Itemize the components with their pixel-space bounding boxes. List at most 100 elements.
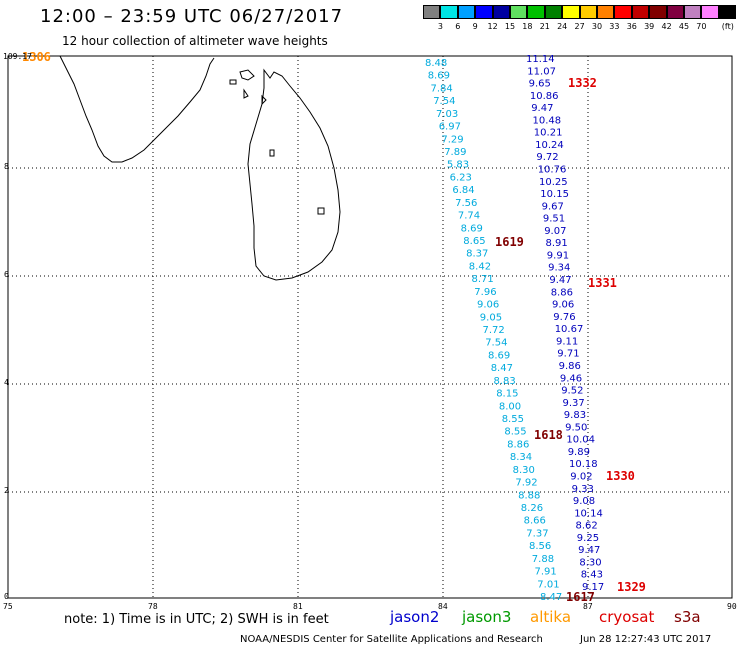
color-swatch [579, 5, 597, 19]
legend-altika: altika [530, 608, 572, 626]
coastal-islet [269, 149, 325, 215]
color-swatch [423, 5, 441, 19]
wave-height-value-jason2-track: 10.25 [539, 177, 568, 188]
wave-height-value-jason2-track: 9.67 [542, 201, 564, 212]
x-axis-label: 75 [3, 602, 13, 611]
wave-height-value-jason3-track: 8.56 [529, 541, 551, 552]
color-scale-label: 12 [487, 22, 498, 31]
wave-height-value-jason2-track: 9.76 [553, 312, 575, 323]
color-swatch [701, 5, 719, 19]
wave-height-value-jason3-track: 8.55 [502, 414, 524, 425]
color-swatch [475, 5, 493, 19]
wave-height-value-jason2-track: 9.83 [564, 410, 586, 421]
wave-height-value-jason3-track: 7.37 [526, 528, 548, 539]
pass-number-label: 1330 [606, 469, 635, 483]
color-swatch [527, 5, 545, 19]
y-axis-label: 4 [4, 378, 9, 387]
color-swatch [457, 5, 476, 19]
wave-height-value-jason3-track: 8.48 [425, 58, 447, 69]
color-swatch [631, 5, 650, 19]
color-swatch [597, 5, 615, 19]
wave-height-value-jason2-track: 10.14 [574, 508, 603, 519]
wave-height-value-jason2-track: 10.18 [569, 459, 598, 470]
y-axis-label: 2 [4, 486, 9, 495]
wave-height-value-jason3-track: 8.42 [469, 261, 491, 272]
legend-s3a: s3a [674, 608, 701, 626]
y-axis-label: 0 [4, 592, 9, 601]
x-axis-label: 87 [583, 602, 593, 611]
wave-height-value-jason2-track: 9.47 [578, 545, 600, 556]
wave-height-value-jason2-track: 9.47 [549, 275, 571, 286]
wave-height-value-jason3-track: 7.29 [441, 134, 463, 145]
color-swatch [718, 5, 737, 19]
pass-number-label: 1617 [566, 590, 595, 604]
wave-height-value-jason3-track: 8.66 [524, 516, 546, 527]
wave-height-value-jason2-track: 10.86 [530, 91, 559, 102]
color-scale-label: 30 [591, 22, 603, 31]
wave-height-value-jason2-track: 8.30 [579, 557, 601, 568]
wave-height-value-jason3-track: 9.05 [480, 312, 502, 323]
color-scale-label: 3 [437, 22, 443, 31]
color-scale-label: 70 [696, 22, 707, 31]
color-scale-label: 24 [557, 22, 568, 31]
wave-height-value-jason2-track: 11.07 [527, 66, 556, 77]
wave-height-value-jason2-track: 9.51 [543, 214, 565, 225]
wave-height-value-jason3-track: 7.54 [485, 338, 507, 349]
wave-height-value-jason3-track: 7.88 [532, 554, 554, 565]
wave-height-value-jason2-track: 10.04 [566, 435, 595, 446]
pass-number-label: 1329 [617, 580, 646, 594]
wave-height-value-jason2-track: 8.43 [581, 570, 603, 581]
wave-height-value-jason2-track: 10.67 [555, 324, 584, 335]
wave-height-value-jason3-track: 8.30 [513, 465, 535, 476]
wave-height-value-jason3-track: 7.91 [535, 567, 557, 578]
wave-height-value-jason2-track: 8.91 [546, 238, 568, 249]
wave-height-value-jason3-track: 8.15 [496, 389, 518, 400]
color-swatch [544, 5, 563, 19]
wave-height-value-jason3-track: 7.72 [483, 325, 505, 336]
color-scale-label: 39 [644, 22, 655, 31]
color-scale-label: 36 [626, 22, 637, 31]
color-scale-label: 42 [661, 22, 672, 31]
wave-height-value-jason2-track: 9.72 [536, 152, 558, 163]
color-scale-label: 6 [455, 22, 461, 31]
wave-height-value-jason3-track: 8.26 [521, 503, 543, 514]
wave-height-value-jason2-track: 9.89 [568, 447, 590, 458]
wave-height-value-jason2-track: 9.33 [572, 484, 594, 495]
wave-height-value-jason3-track: 7.84 [431, 83, 453, 94]
color-swatch [684, 5, 702, 19]
color-swatch [649, 5, 667, 19]
wave-height-value-jason3-track: 7.03 [436, 109, 458, 120]
x-axis-label: 90 [727, 602, 737, 611]
color-scale-unit: (ft) [721, 22, 734, 31]
wave-height-value-jason2-track: 8.86 [551, 287, 573, 298]
wave-height-value-jason2-track: 9.91 [547, 251, 569, 262]
wave-height-value-jason3-track: 7.56 [455, 198, 477, 209]
wave-height-value-jason2-track: 9.86 [559, 361, 581, 372]
legend-cryosat: cryosat [599, 608, 655, 626]
wave-height-value-jason3-track: 7.89 [444, 147, 466, 158]
wave-height-value-jason2-track: 9.65 [529, 79, 551, 90]
wave-height-value-jason2-track: 9.71 [557, 349, 579, 360]
pass-number-label: 1619 [495, 235, 524, 249]
wave-height-value-jason3-track: 8.00 [499, 401, 521, 412]
wave-height-value-jason3-track: 6.97 [439, 122, 461, 133]
grid-lines [8, 56, 732, 598]
wave-height-value-jason2-track: 9.37 [563, 398, 585, 409]
wave-height-value-jason3-track: 5.83 [447, 160, 469, 171]
pass-number-label: 1618 [534, 428, 563, 442]
wave-height-value-jason2-track: 9.52 [561, 386, 583, 397]
wave-height-value-jason3-track: 8.69 [428, 71, 450, 82]
wave-height-value-jason2-track: 10.24 [535, 140, 564, 151]
wave-height-value-jason3-track: 8.55 [504, 427, 526, 438]
footer-org: NOAA/NESDIS Center for Satellite Applica… [240, 634, 543, 645]
color-swatch [440, 5, 458, 19]
wave-height-value-jason3-track: 8.71 [472, 274, 494, 285]
color-swatch [492, 5, 510, 19]
india-coastline [59, 55, 215, 163]
x-axis-label: 84 [438, 602, 448, 611]
map-subtitle: 12 hour collection of altimeter wave hei… [62, 34, 328, 48]
color-scale-label: 9 [472, 22, 478, 31]
wave-height-value-jason2-track: 9.06 [552, 300, 574, 311]
wave-height-value-jason3-track: 8.69 [461, 223, 483, 234]
color-scale-label: 15 [504, 22, 516, 31]
